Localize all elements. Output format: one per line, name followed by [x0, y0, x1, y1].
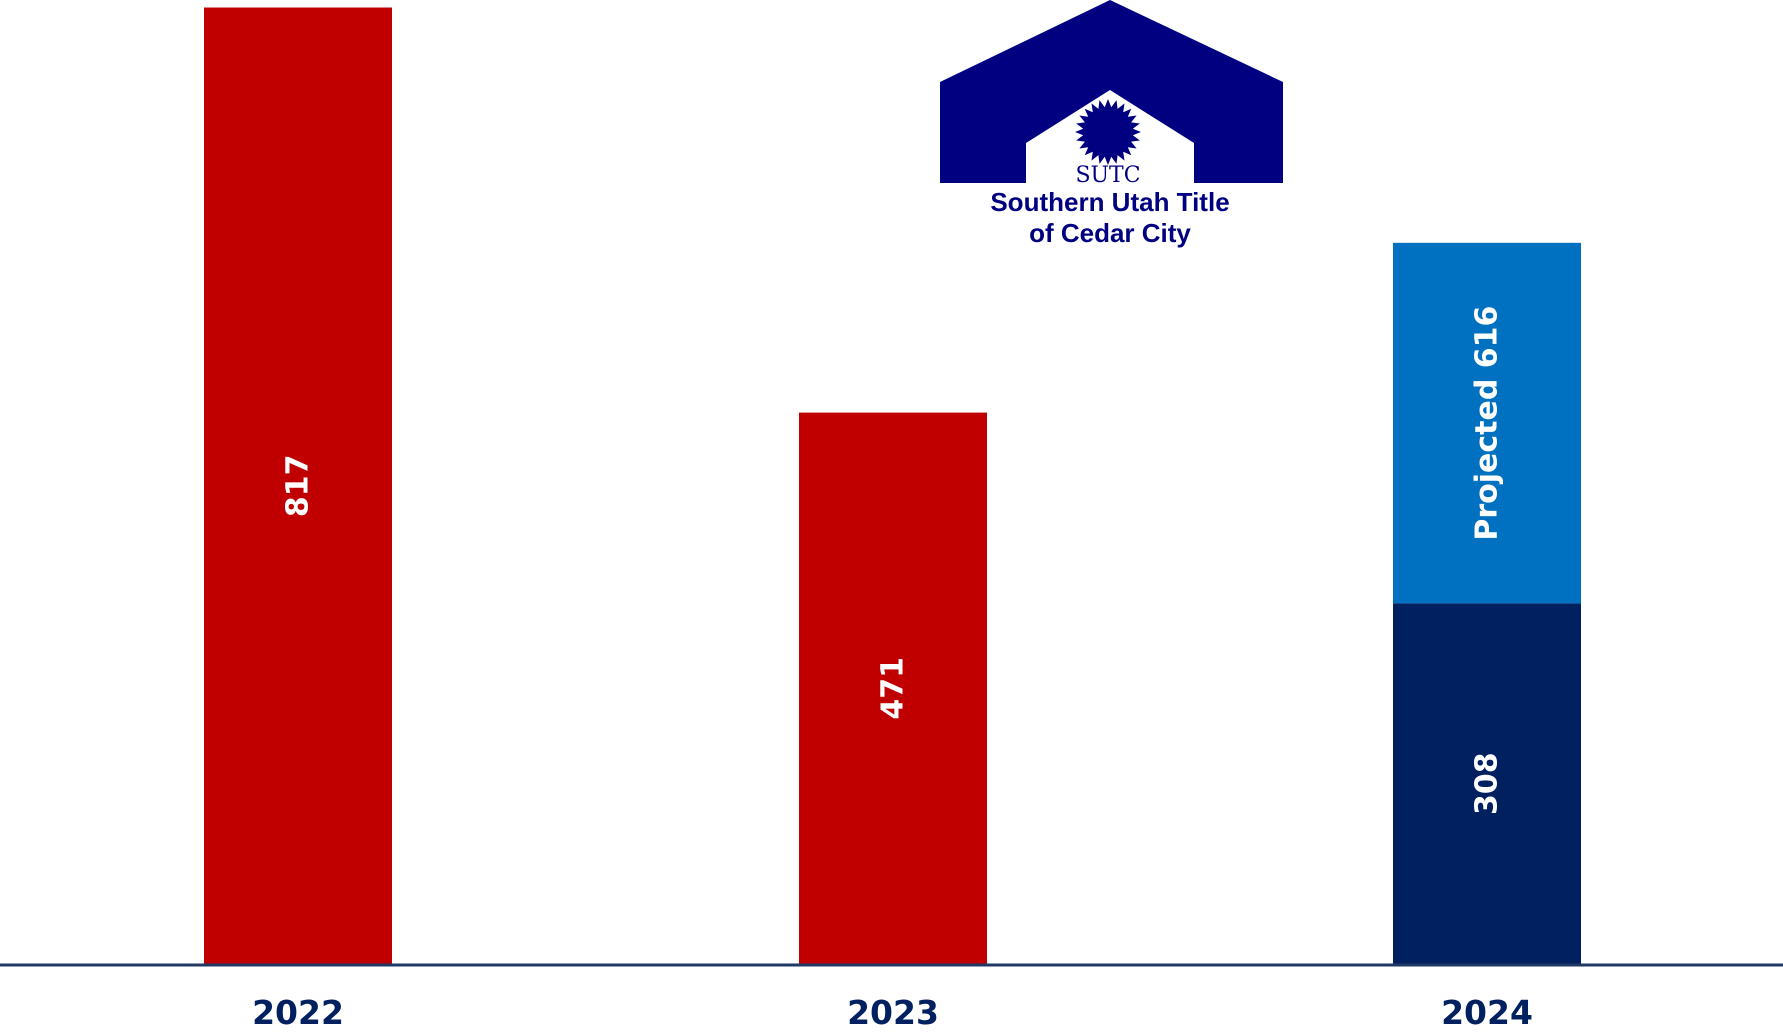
- sun-seal-icon: [1075, 99, 1141, 165]
- bar-2024-segment-1: [1393, 603, 1581, 964]
- x-tick-labels: 2022 2023 2024: [252, 993, 1533, 1032]
- bar-2023-segment-1: [799, 412, 987, 965]
- bar-data-label: 471: [876, 657, 911, 720]
- house-roof-icon: [940, 0, 1283, 183]
- x-tick-label-2024: 2024: [1441, 993, 1533, 1032]
- x-tick-label-2022: 2022: [252, 993, 344, 1032]
- bar-2022-segment-1: [204, 7, 392, 964]
- logo-name-line2: of Cedar City: [1029, 218, 1191, 248]
- sutc-logo: SUTC Southern Utah Title of Cedar City: [940, 0, 1283, 248]
- logo-name-line1: Southern Utah Title: [990, 187, 1229, 217]
- bar-data-label: Projected 616: [1470, 306, 1505, 541]
- bar-2024-segment-2: [1393, 242, 1581, 604]
- bars: [204, 7, 1581, 965]
- bar-data-label: 817: [281, 454, 316, 517]
- bar-data-label: 308: [1470, 752, 1505, 815]
- logo-abbreviation: SUTC: [1075, 163, 1140, 188]
- bar-labels: 817 471 308 Projected 616: [281, 306, 1505, 815]
- x-tick-label-2023: 2023: [847, 993, 939, 1032]
